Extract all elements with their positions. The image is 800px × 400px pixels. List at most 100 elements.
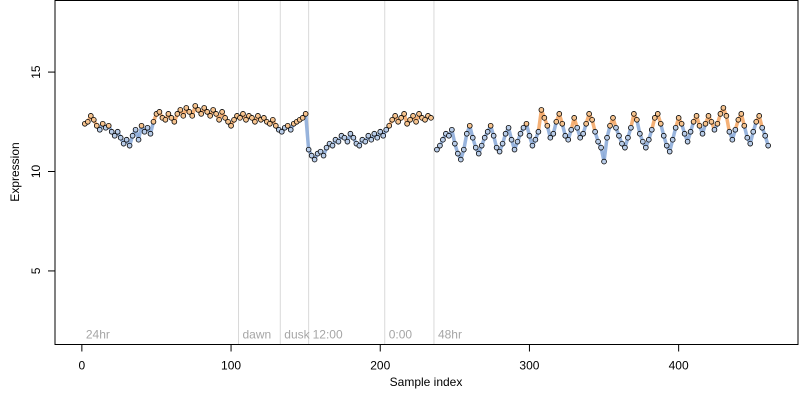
- data-point: [616, 132, 622, 139]
- data-point: [377, 128, 384, 135]
- data-point: [610, 115, 616, 121]
- data-point: [490, 132, 497, 139]
- data-point: [156, 109, 163, 115]
- data-point: [225, 118, 231, 125]
- data-point: [604, 134, 610, 141]
- data-point: [747, 140, 754, 147]
- data-point: [744, 134, 751, 141]
- data-point: [529, 142, 536, 149]
- data-point: [493, 144, 500, 151]
- y-tick-label: 10: [29, 165, 43, 179]
- data-point: [126, 142, 133, 149]
- data-point: [284, 122, 291, 129]
- data-point: [404, 120, 410, 127]
- data-point: [663, 142, 670, 149]
- data-point: [481, 134, 488, 141]
- data-point: [249, 115, 255, 121]
- data-point: [738, 111, 745, 117]
- data-point: [138, 122, 145, 129]
- x-axis-label: Sample index: [390, 375, 463, 389]
- data-point: [678, 120, 685, 127]
- data-point: [401, 111, 407, 117]
- data-point: [329, 142, 336, 149]
- data-point: [120, 140, 127, 147]
- data-point: [687, 128, 694, 135]
- data-point: [759, 124, 765, 131]
- data-point: [643, 144, 649, 151]
- data-point: [210, 107, 216, 113]
- data-point: [720, 105, 727, 111]
- data-point: [141, 128, 148, 135]
- data-point: [105, 122, 112, 129]
- data-points: [82, 103, 771, 165]
- data-point: [651, 115, 658, 121]
- data-point: [123, 136, 130, 143]
- y-axis: 5 10 15: [29, 65, 56, 274]
- y-tick-label: 5: [29, 267, 43, 274]
- region-label: 12:00: [313, 328, 343, 342]
- data-point: [99, 120, 106, 127]
- data-point: [192, 103, 199, 109]
- x-tick-label: 100: [221, 359, 241, 373]
- data-point: [422, 117, 428, 123]
- data-point: [619, 140, 625, 147]
- data-point: [398, 115, 404, 121]
- data-point: [371, 130, 378, 137]
- data-point: [177, 107, 184, 113]
- data-point: [672, 124, 679, 131]
- data-point: [213, 111, 219, 117]
- trend-segment: [303, 112, 311, 152]
- data-point: [85, 118, 91, 125]
- data-point: [562, 132, 569, 139]
- data-point: [762, 132, 768, 139]
- trend-segment: [602, 135, 609, 164]
- data-point: [96, 126, 103, 133]
- y-axis-label: Expression: [8, 142, 22, 201]
- data-point: [538, 107, 545, 113]
- data-point: [526, 132, 533, 139]
- data-point: [756, 113, 763, 119]
- region-label: 48hr: [438, 328, 462, 342]
- data-point: [407, 117, 413, 123]
- data-point: [505, 124, 512, 131]
- data-point: [711, 126, 718, 133]
- data-point: [595, 138, 601, 145]
- data-point: [631, 111, 637, 117]
- data-point: [114, 128, 121, 135]
- data-point: [702, 120, 709, 127]
- data-point: [111, 132, 118, 139]
- data-point: [108, 128, 115, 135]
- data-point: [607, 122, 613, 129]
- data-point: [583, 120, 589, 127]
- data-point: [150, 118, 157, 125]
- plot-frame: [54, 0, 799, 345]
- data-point: [460, 146, 467, 153]
- data-point: [544, 122, 551, 129]
- region-dividers: [238, 0, 435, 345]
- data-point: [183, 105, 190, 111]
- data-point: [204, 109, 210, 115]
- data-point: [714, 120, 721, 127]
- region-label: 24hr: [86, 328, 110, 342]
- data-point: [568, 126, 575, 133]
- data-point: [90, 117, 97, 123]
- data-point: [514, 138, 521, 145]
- data-point: [684, 138, 691, 145]
- data-point: [270, 117, 276, 123]
- data-point: [240, 111, 246, 117]
- data-point: [726, 128, 733, 135]
- data-point: [287, 126, 294, 133]
- data-point: [162, 117, 169, 123]
- data-point: [484, 128, 491, 135]
- data-point: [466, 122, 473, 129]
- data-point: [93, 122, 100, 129]
- data-point: [750, 128, 757, 135]
- data-point: [696, 122, 703, 129]
- data-point: [666, 148, 673, 155]
- data-point: [458, 156, 464, 163]
- data-point: [252, 118, 258, 125]
- data-point: [535, 128, 542, 135]
- x-tick-label: 400: [669, 359, 689, 373]
- data-point: [368, 136, 375, 143]
